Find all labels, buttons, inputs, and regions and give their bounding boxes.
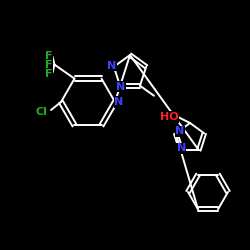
Text: F: F xyxy=(45,60,52,70)
Text: Cl: Cl xyxy=(35,107,47,117)
Text: N: N xyxy=(114,97,124,107)
Text: N: N xyxy=(176,143,186,153)
Text: N: N xyxy=(116,82,126,92)
Text: F: F xyxy=(45,50,52,60)
Text: F: F xyxy=(45,68,52,78)
Text: N: N xyxy=(175,126,184,136)
Text: HO: HO xyxy=(160,112,178,122)
Text: N: N xyxy=(107,61,117,71)
